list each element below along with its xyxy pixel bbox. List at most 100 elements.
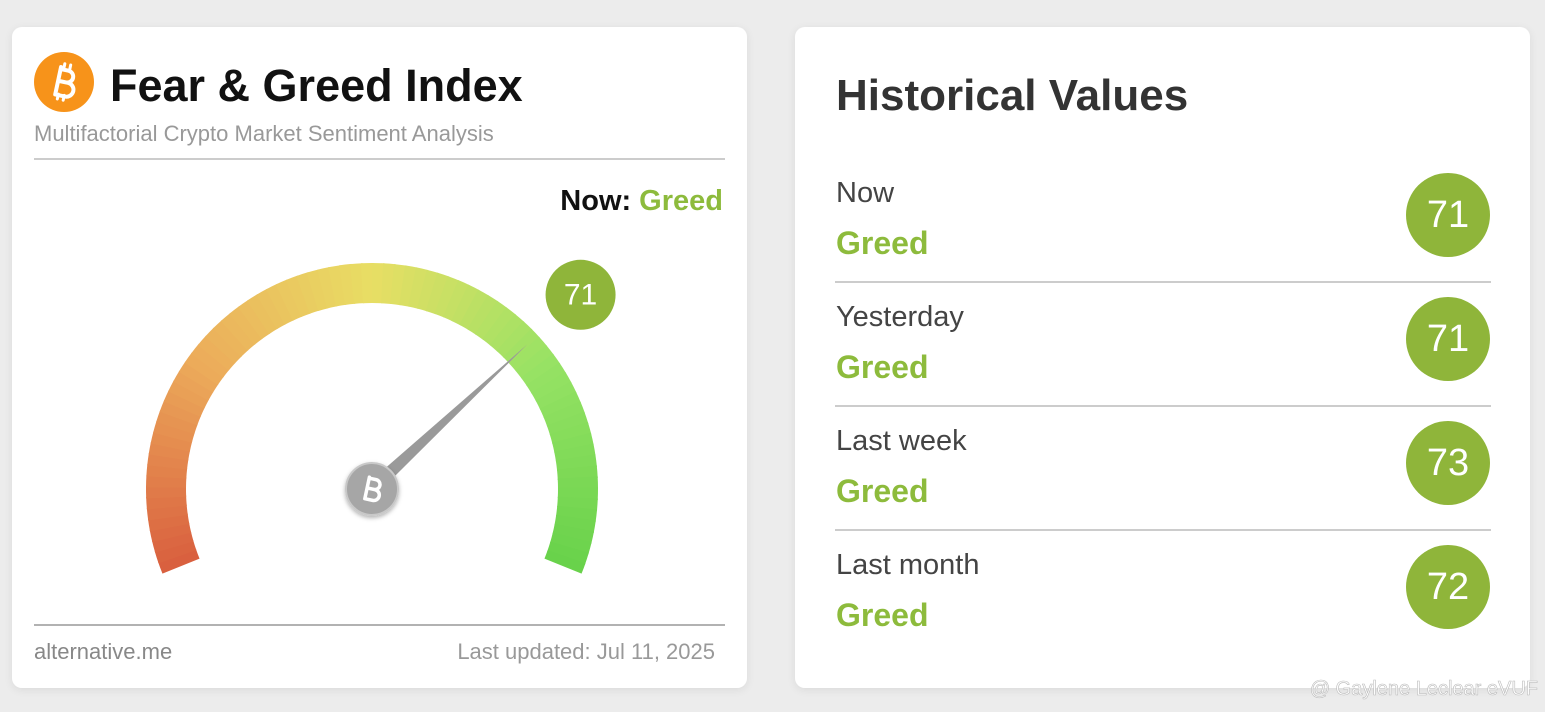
subtitle: Multifactorial Crypto Market Sentiment A… <box>34 121 494 146</box>
arc-segment <box>434 276 460 318</box>
arc-segment <box>526 362 567 394</box>
arc-segment <box>482 307 517 346</box>
arc-segment <box>158 548 200 574</box>
arc-segment <box>237 299 271 340</box>
history-card <box>795 27 1530 688</box>
arc-segment <box>156 410 198 434</box>
bitcoin-icon <box>34 52 94 112</box>
arc-segment <box>317 266 338 309</box>
arc-segment <box>459 289 490 330</box>
value: 71 <box>1427 194 1469 236</box>
value-badge <box>1406 297 1490 381</box>
arc-segment <box>349 263 365 304</box>
arc-segment <box>191 343 230 378</box>
period: Last week <box>836 425 967 457</box>
gauge-knob <box>345 462 399 516</box>
period: Now <box>836 177 895 209</box>
arc-segment <box>256 288 286 330</box>
watermark: @ Gaylene Leclear eVUF <box>1310 678 1538 700</box>
arc-segment <box>544 550 586 574</box>
arc-segment <box>205 327 242 364</box>
arc-segment <box>148 441 191 461</box>
arc-segment <box>147 452 189 470</box>
arc-segment <box>306 269 329 311</box>
value-badge <box>1406 173 1490 257</box>
last-updated: Last updated: Jul 11, 2025 <box>457 639 715 664</box>
arc-segment <box>151 531 194 553</box>
arc-segment <box>220 312 256 351</box>
value-badge <box>1406 545 1490 629</box>
arc-segment <box>496 321 533 358</box>
gauge-arc <box>146 263 598 574</box>
history-list: Now Greed 71 Yesterday Greed 71 Last week Greed… <box>835 173 1491 633</box>
state: Greed <box>836 349 928 385</box>
state: Greed <box>836 225 928 261</box>
arc-segment <box>229 306 263 345</box>
period: Last month <box>836 549 979 581</box>
arc-segment <box>154 540 197 564</box>
arc-segment <box>555 505 598 523</box>
source: alternative.me <box>34 639 172 664</box>
arc-segment <box>265 283 295 325</box>
arc-segment <box>146 485 187 499</box>
arc-segment <box>408 267 429 309</box>
state: Greed <box>836 597 928 633</box>
period: Yesterday <box>836 301 964 333</box>
arc-segment <box>539 391 581 419</box>
arc-segment <box>285 275 311 318</box>
now-state: Greed <box>639 185 723 217</box>
value: 71 <box>1427 318 1469 360</box>
arc-segment <box>360 263 374 304</box>
arc-segment <box>531 371 572 402</box>
arc-segment <box>178 361 219 393</box>
arc-segment <box>557 487 598 501</box>
arc-segment <box>503 328 541 365</box>
now-label: Now: <box>560 185 631 217</box>
arc-segment <box>168 380 210 409</box>
gauge-needle <box>367 344 528 495</box>
arc-segment <box>557 476 598 490</box>
arc-segment <box>451 284 480 326</box>
value-badge <box>1406 421 1490 505</box>
arc-segment <box>184 352 224 385</box>
arc-segment <box>509 336 548 372</box>
arc-segment <box>467 294 499 335</box>
title: Fear & Greed Index <box>110 60 523 111</box>
now-line: Now: Greed <box>560 185 723 217</box>
arc-segment <box>416 269 439 312</box>
arc-segment <box>489 313 525 352</box>
arc-segment <box>552 523 594 544</box>
arc-segment <box>372 263 385 304</box>
arc-segment <box>275 279 303 321</box>
arc-segment <box>547 541 589 565</box>
value: 73 <box>1427 442 1469 484</box>
arc-segment <box>535 381 577 410</box>
arc-segment <box>556 465 598 480</box>
arc-segment <box>554 514 596 533</box>
arc-segment <box>399 265 418 307</box>
arc-segment <box>197 335 236 371</box>
arc-segment <box>173 370 214 401</box>
value: 72 <box>1427 566 1469 608</box>
arc-segment <box>543 401 585 427</box>
arc-segment <box>212 319 249 358</box>
arc-segment <box>442 280 470 322</box>
arc-segment <box>474 300 508 341</box>
arc-segment <box>159 399 202 426</box>
state: Greed <box>836 473 928 509</box>
history-title: Historical Values <box>836 71 1188 120</box>
gauge-badge <box>545 259 616 330</box>
arc-segment <box>146 495 187 510</box>
arc-segment <box>520 353 561 387</box>
arc-segment <box>552 432 594 453</box>
arc-segment <box>153 420 195 443</box>
arc-segment <box>425 272 450 315</box>
arc-segment <box>549 422 592 445</box>
arc-segment <box>246 294 278 335</box>
arc-segment <box>390 264 407 306</box>
arc-segment <box>515 344 554 379</box>
arc-segment <box>296 272 320 314</box>
gauge-value: 71 <box>564 278 597 311</box>
